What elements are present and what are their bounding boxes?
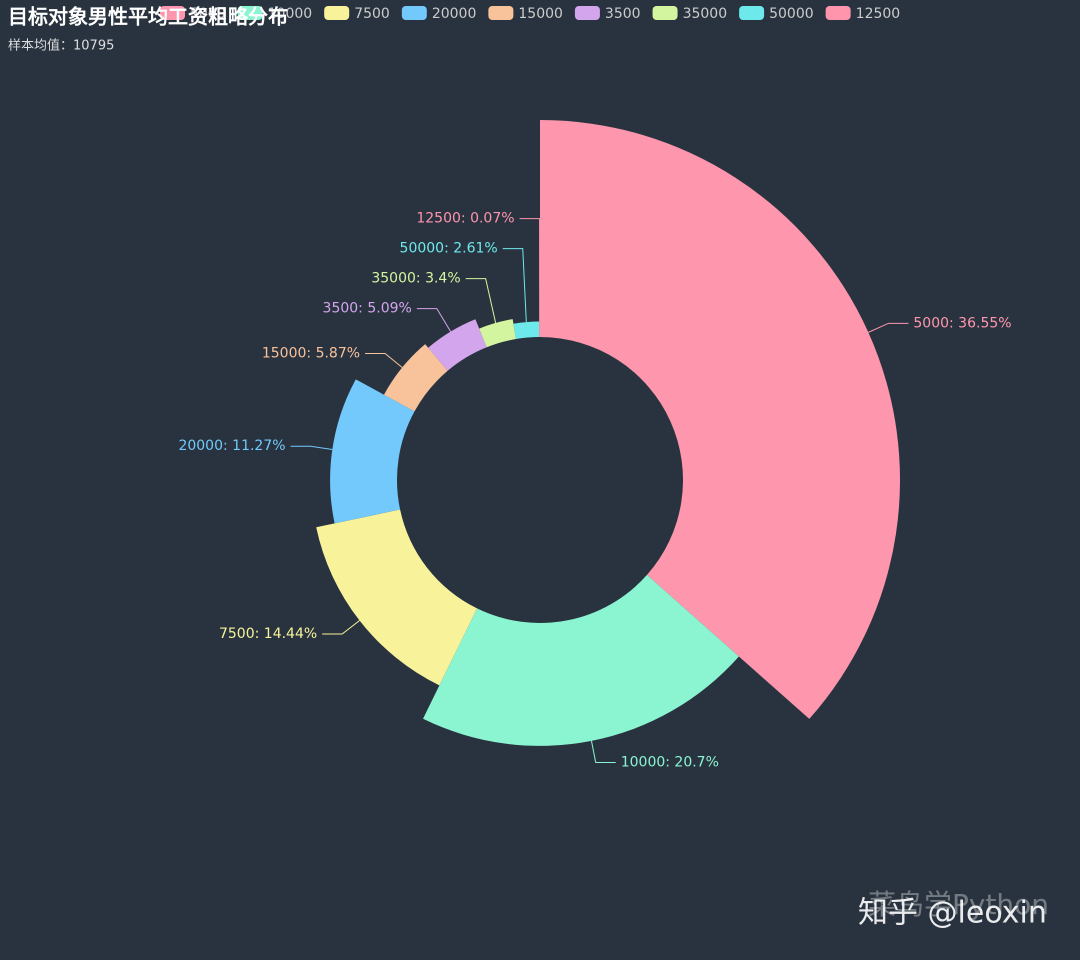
label-line (868, 322, 909, 333)
value-label: 20000: 11.27% (178, 438, 285, 454)
legend-item[interactable]: 15000 (488, 6, 563, 22)
label-line (290, 445, 333, 450)
plot: 5000: 36.55% 10000: 20.7% 7500: 14.44% 2000… (178, 120, 1012, 770)
legend-item[interactable]: 3500 (574, 6, 641, 22)
value-label: 7500: 14.44% (219, 626, 317, 642)
legend-label: 10000 (268, 6, 313, 22)
sector (383, 344, 448, 412)
legend-swatch (488, 6, 514, 20)
sector (428, 319, 487, 371)
label-line (590, 740, 616, 763)
label-line (465, 278, 497, 324)
legend-item[interactable]: 7500 (324, 6, 390, 22)
sector (479, 319, 517, 348)
value-label: 35000: 3.4% (371, 271, 460, 287)
label-line (519, 218, 541, 337)
value-label: 10000: 20.7% (621, 754, 719, 770)
label-line (322, 620, 360, 635)
legend-label: 7500 (354, 6, 390, 22)
watermark: 菜鸟学Python (868, 888, 1049, 921)
chart-title: 目标对象男性平均工资粗略分布 (8, 5, 288, 29)
value-label: 3500: 5.09% (323, 301, 412, 317)
value-label: 15000: 5.87% (262, 346, 360, 362)
sector (330, 379, 415, 524)
legend-swatch (237, 6, 263, 20)
legend-item[interactable]: 20000 (401, 6, 477, 22)
legend-swatch (324, 6, 350, 20)
legend: 5000 10000 7500 20000 15000 3500 35000 50000 125… (160, 6, 900, 22)
value-label: 12500: 0.07% (416, 211, 514, 227)
legend-item[interactable]: 12500 (825, 6, 901, 22)
chart-subtitle: 样本均值：10795 (8, 38, 114, 54)
legend-label: 15000 (518, 6, 563, 22)
legend-label: 50000 (769, 6, 814, 22)
label-line (502, 248, 527, 323)
legend-swatch (401, 6, 427, 20)
legend-label: 12500 (856, 6, 901, 22)
legend-swatch (825, 6, 851, 20)
label-line (365, 353, 403, 368)
sector (316, 509, 478, 686)
sector (540, 120, 900, 719)
sector (423, 574, 739, 746)
watermark: 知乎 @leoxin (858, 896, 1047, 931)
sector (513, 321, 540, 340)
legend-item[interactable]: 50000 (739, 6, 814, 22)
value-label: 50000: 2.61% (400, 241, 498, 257)
legend-swatch (652, 6, 678, 20)
legend-item[interactable]: 35000 (652, 6, 728, 22)
legend-label: 3500 (605, 6, 641, 22)
value-label: 5000: 36.55% (913, 315, 1011, 331)
legend-swatch (574, 6, 600, 20)
legend-label: 35000 (683, 6, 728, 22)
legend-item[interactable]: 10000 (237, 6, 313, 22)
legend-label: 5000 (190, 6, 226, 22)
label-line (416, 308, 452, 332)
legend-item[interactable]: 5000 (160, 6, 226, 22)
legend-swatch (739, 6, 765, 20)
legend-swatch (160, 6, 185, 20)
legend-label: 20000 (432, 6, 477, 22)
